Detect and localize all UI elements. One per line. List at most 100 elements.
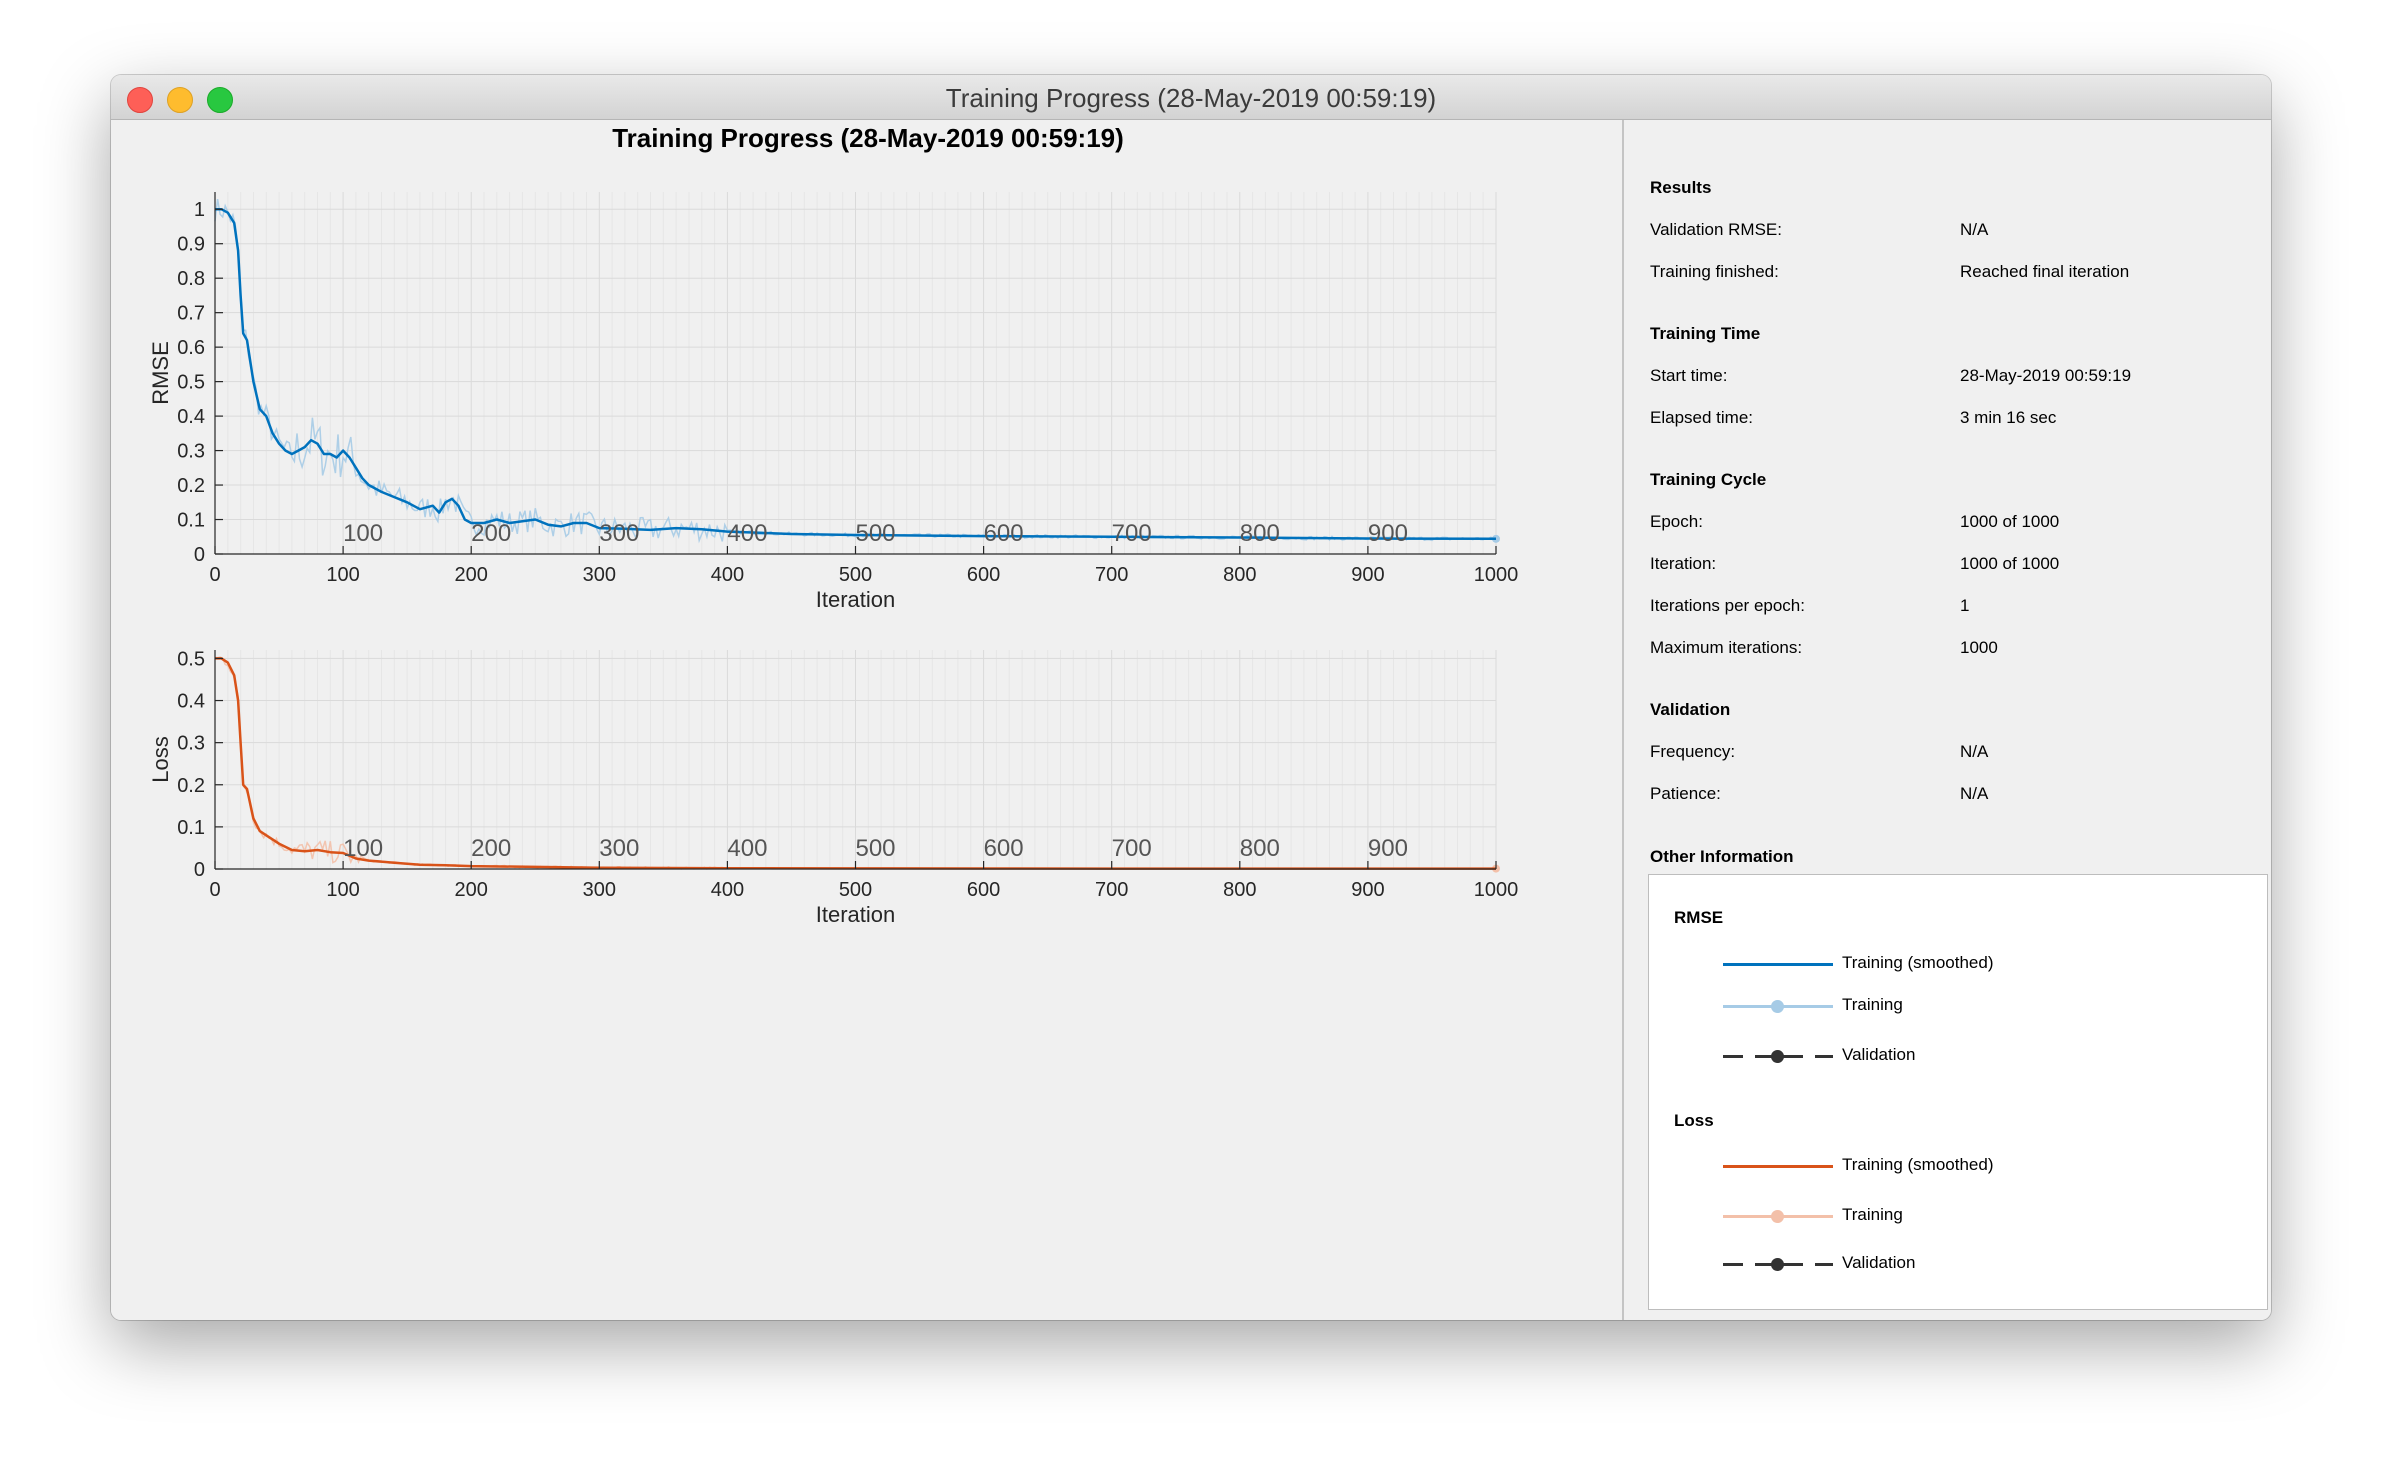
rmse-x-tick-label: 1000 <box>1474 564 1519 586</box>
rmse-y-tick-label: 0.2 <box>177 475 205 497</box>
plot-title: Training Progress (28-May-2019 00:59:19) <box>612 123 1124 153</box>
elapsed-time-label: Elapsed time: <box>1650 408 1753 427</box>
rmse-y-tick-label: 0.3 <box>177 441 205 463</box>
rmse-y-tick-label: 0 <box>194 544 205 566</box>
loss-epoch-label: 800 <box>1240 835 1280 862</box>
patience-value: N/A <box>1960 784 1989 803</box>
rmse-epoch-label: 700 <box>1112 520 1152 547</box>
training-time-heading: Training Time <box>1650 324 1761 343</box>
rmse-y-tick-label: 0.8 <box>177 268 205 290</box>
iteration-value: 1000 of 1000 <box>1960 554 2060 573</box>
legend-rmse-training-label: Training <box>1842 995 1903 1014</box>
loss-epoch-label: 200 <box>471 835 511 862</box>
other-information-heading: Other Information <box>1650 847 1794 866</box>
rmse-y-axis-label: RMSE <box>148 341 173 405</box>
loss-y-tick-label: 0.1 <box>177 817 205 839</box>
legend-loss-validation-dash <box>1815 1263 1833 1266</box>
iterations-per-epoch-value: 1 <box>1960 596 1970 615</box>
loss-x-tick-label: 600 <box>967 879 1000 901</box>
loss-x-tick-label: 200 <box>455 879 488 901</box>
legend-rmse-validation-dash <box>1723 1055 1743 1058</box>
loss-x-tick-label: 100 <box>326 879 359 901</box>
epoch-label: Epoch: <box>1650 512 1703 531</box>
epoch-value: 1000 of 1000 <box>1960 512 2060 531</box>
iteration-label: Iteration: <box>1650 554 1717 573</box>
loss-epoch-label: 900 <box>1368 835 1408 862</box>
legend-loss-smoothed-label: Training (smoothed) <box>1842 1155 1994 1174</box>
patience-label: Patience: <box>1650 784 1721 803</box>
loss-epoch-label: 700 <box>1112 835 1152 862</box>
validation-heading: Validation <box>1650 700 1731 719</box>
rmse-training-last-marker <box>1492 534 1500 543</box>
iterations-per-epoch-label: Iterations per epoch: <box>1650 596 1805 615</box>
rmse-x-tick-label: 800 <box>1223 564 1256 586</box>
rmse-epoch-label: 300 <box>599 520 639 547</box>
legend-loss-title: Loss <box>1674 1111 1714 1130</box>
loss-y-tick-label: 0.2 <box>177 775 205 797</box>
legend-loss-smoothed-line <box>1723 1165 1833 1168</box>
frequency-value: N/A <box>1960 742 1989 761</box>
start-time-value: 28-May-2019 00:59:19 <box>1960 366 2132 385</box>
rmse-epoch-label: 900 <box>1368 520 1408 547</box>
rmse-y-tick-label: 0.6 <box>177 337 205 359</box>
rmse-training-smoothed-line <box>215 207 1497 541</box>
rmse-epoch-label: 200 <box>471 520 511 547</box>
close-window-button[interactable] <box>127 87 153 113</box>
rmse-epoch-label: 800 <box>1240 520 1280 547</box>
legend-loss-validation-label: Validation <box>1842 1253 1916 1272</box>
loss-epoch-label: 600 <box>984 835 1024 862</box>
rmse-y-tick-label: 0.7 <box>177 303 205 325</box>
rmse-y-tick-label: 0.1 <box>177 510 205 532</box>
rmse-x-tick-label: 300 <box>583 564 616 586</box>
zoom-window-button[interactable] <box>207 87 233 113</box>
training-plots: Training Progress (28-May-2019 00:59:19)… <box>148 123 1519 927</box>
legend-loss-validation-marker <box>1771 1258 1784 1271</box>
minimize-window-button[interactable] <box>167 87 193 113</box>
rmse-x-tick-label: 700 <box>1095 564 1128 586</box>
legend-rmse-validation-marker <box>1771 1050 1784 1063</box>
rmse-y-tick-label: 0.4 <box>177 406 205 428</box>
pane-divider[interactable] <box>1622 120 1624 1320</box>
loss-y-tick-label: 0.4 <box>177 691 205 713</box>
loss-y-axis-label: Loss <box>148 736 173 782</box>
loss-x-tick-label: 900 <box>1351 879 1384 901</box>
rmse-x-tick-label: 100 <box>326 564 359 586</box>
window-title: Training Progress (28-May-2019 00:59:19) <box>945 83 1437 113</box>
plot-pane: Training Progress (28-May-2019 00:59:19)… <box>111 120 1622 1320</box>
legend-rmse-validation-label: Validation <box>1842 1045 1916 1064</box>
training-progress-window: Training Progress (28-May-2019 00:59:19)… <box>111 75 2271 1320</box>
training-cycle-heading: Training Cycle <box>1650 470 1767 489</box>
title-bar[interactable]: Training Progress (28-May-2019 00:59:19) <box>111 75 2271 120</box>
legend-rmse-title: RMSE <box>1674 908 1724 927</box>
maximum-iterations-value: 1000 <box>1960 638 1998 657</box>
loss-x-tick-label: 700 <box>1095 879 1128 901</box>
info-panel[interactable]: Results Validation RMSE: N/A Training fi… <box>1624 120 2271 866</box>
loss-epoch-label: 100 <box>343 835 383 862</box>
rmse-x-axis-label: Iteration <box>816 587 896 612</box>
results-heading: Results <box>1650 178 1712 197</box>
rmse-epoch-label: 400 <box>727 520 767 547</box>
training-finished-value: Reached final iteration <box>1960 262 2130 281</box>
rmse-x-tick-label: 400 <box>711 564 744 586</box>
rmse-epoch-label: 600 <box>984 520 1024 547</box>
rmse-y-tick-label: 0.9 <box>177 234 205 256</box>
rmse-x-tick-label: 200 <box>455 564 488 586</box>
rmse-y-tick-label: 0.5 <box>177 372 205 394</box>
rmse-x-tick-label: 500 <box>839 564 872 586</box>
legend-loss-training-marker <box>1771 1210 1784 1223</box>
loss-epoch-label: 300 <box>599 835 639 862</box>
loss-x-axis-label: Iteration <box>816 902 896 927</box>
rmse-epoch-label: 500 <box>855 520 895 547</box>
loss-y-tick-label: 0.3 <box>177 733 205 755</box>
start-time-label: Start time: <box>1650 366 1728 385</box>
loss-y-tick-label: 0 <box>194 859 205 881</box>
legend-rmse-smoothed-line <box>1723 963 1833 966</box>
loss-epoch-label: 400 <box>727 835 767 862</box>
side-pane: Results Validation RMSE: N/A Training fi… <box>1624 120 2271 1320</box>
validation-rmse-label: Validation RMSE: <box>1650 220 1782 239</box>
loss-x-tick-label: 0 <box>209 879 220 901</box>
rmse-x-tick-label: 600 <box>967 564 1000 586</box>
training-finished-label: Training finished: <box>1650 262 1779 281</box>
legend-loss-training-label: Training <box>1842 1205 1903 1224</box>
validation-rmse-value: N/A <box>1960 220 1989 239</box>
